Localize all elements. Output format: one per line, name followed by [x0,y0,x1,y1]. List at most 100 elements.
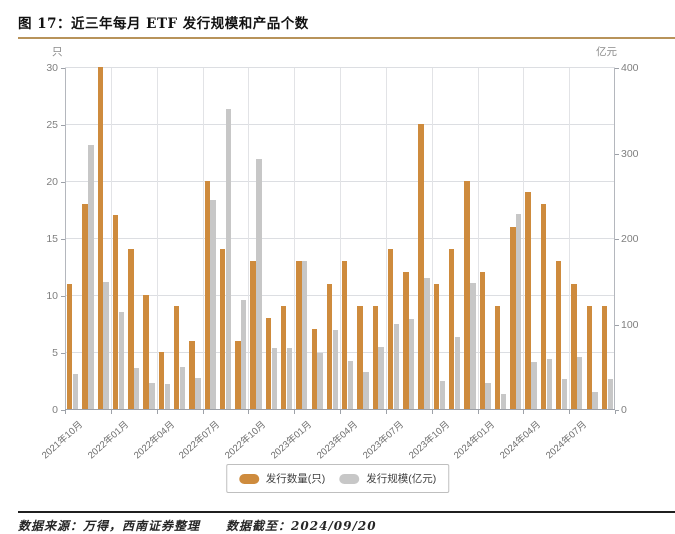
y-axis-right-line [614,68,615,410]
y-axis-left-tick [61,68,65,69]
bar-count [128,249,134,409]
bar-count [479,272,485,409]
bar-scale [393,324,400,409]
bar-scale [240,300,247,409]
bar-count [265,317,272,409]
bar-count [601,306,608,409]
bar-count [143,295,149,409]
x-axis-tick [294,410,296,414]
bar-count [174,306,180,409]
bar-scale [409,319,415,409]
gridline-vertical [385,68,387,410]
gridline-vertical [156,68,158,410]
bar-count [296,260,302,409]
bar-scale [546,358,552,409]
x-axis-tick-label: 2022年04月 [131,419,177,462]
x-axis-tick-label: 2023年07月 [360,419,406,462]
bar-count [433,283,440,409]
bar-count [311,329,317,409]
bar-scale [424,278,430,409]
x-axis-tick-label: 2024年01月 [452,419,498,462]
x-axis-tick-label: 2023年10月 [406,419,452,462]
bar-scale [164,384,170,409]
x-axis-tick-label: 2022年01月 [85,419,131,462]
gridline-vertical [202,68,204,410]
x-axis-tick [202,410,204,414]
bar-scale [195,378,201,409]
x-axis-tick-label: 2022年07月 [177,419,223,462]
legend-label-count: 发行数量(只) [265,473,326,485]
y-axis-left-line [65,68,66,410]
bar-scale [317,353,323,409]
gridline-vertical [431,68,433,410]
y-axis-left-tick [61,296,65,297]
source-note: 数据来源：万得，西南证券整理 数据截至：2024/09/20 [18,517,403,534]
title-divider [18,37,675,39]
bar-count [555,260,562,409]
bar-scale [592,391,598,409]
y-axis-right-tick-label: 400 [621,62,639,74]
bar-count [449,249,455,409]
bar-scale [577,356,583,409]
bar-count [418,124,424,409]
y-axis-right-tick [615,68,619,69]
bar-count [97,67,104,409]
y-axis-left-tick [61,353,65,354]
bar-count [219,249,226,409]
bar-scale [103,281,109,409]
y-axis-right-tick-label: 200 [621,233,639,245]
gridline-vertical [248,68,250,410]
bar-scale [439,380,445,409]
figure-title: 图 17：近三年每月 ETF 发行规模和产品个数 [18,16,309,32]
x-axis-tick-label: 2024年07月 [544,419,590,462]
bar-count [525,192,531,409]
bar-count [464,181,470,409]
bar-count [280,306,287,409]
x-axis-tick [110,410,112,414]
bar-count [357,306,363,409]
legend-item-count: 发行数量(只) [238,471,326,486]
bar-scale [485,382,491,409]
bar-count [403,272,409,409]
y-axis-left-tick-label: 20 [46,176,58,188]
x-axis-tick [385,410,387,414]
gridline-vertical [294,68,296,410]
bar-count [204,181,210,409]
x-axis-line [65,409,615,410]
bar-count [342,260,348,409]
right-axis-unit: 亿元 [596,46,617,58]
bar-scale [256,158,262,409]
bar-count [540,203,547,409]
bar-scale [332,330,338,409]
x-axis-tick-label: 2023年01月 [269,419,315,462]
bar-scale [363,372,369,409]
bar-scale [531,361,537,409]
y-axis-left-tick-label: 30 [46,62,58,74]
legend-label-scale: 发行规模(亿元) [366,473,437,485]
x-axis-tick [156,410,158,414]
bar-count [158,352,165,409]
bar-count [372,306,379,409]
bar-count [189,340,195,409]
y-axis-left-tick-label: 15 [46,233,58,245]
bar-scale [286,348,293,409]
bar-count [112,215,119,409]
y-axis-left-tick-label: 10 [46,290,58,302]
bar-scale [134,367,140,409]
y-axis-right-tick [615,153,619,155]
y-axis-right-tick-label: 0 [621,404,627,416]
bar-scale [225,108,232,409]
y-axis-left-tick [61,239,65,240]
bar-count [387,249,394,409]
left-axis-unit: 只 [52,46,63,58]
x-axis-tick [340,410,341,414]
gridline-vertical [110,68,112,410]
y-axis-right-tick-label: 100 [621,318,639,331]
bar-scale [72,373,79,409]
x-axis-tick [431,410,433,414]
bar-count [82,203,88,409]
x-axis-tick-label: 2023年04月 [314,419,361,462]
bar-scale [515,214,522,409]
x-axis-tick-label: 2022年10月 [223,419,269,462]
